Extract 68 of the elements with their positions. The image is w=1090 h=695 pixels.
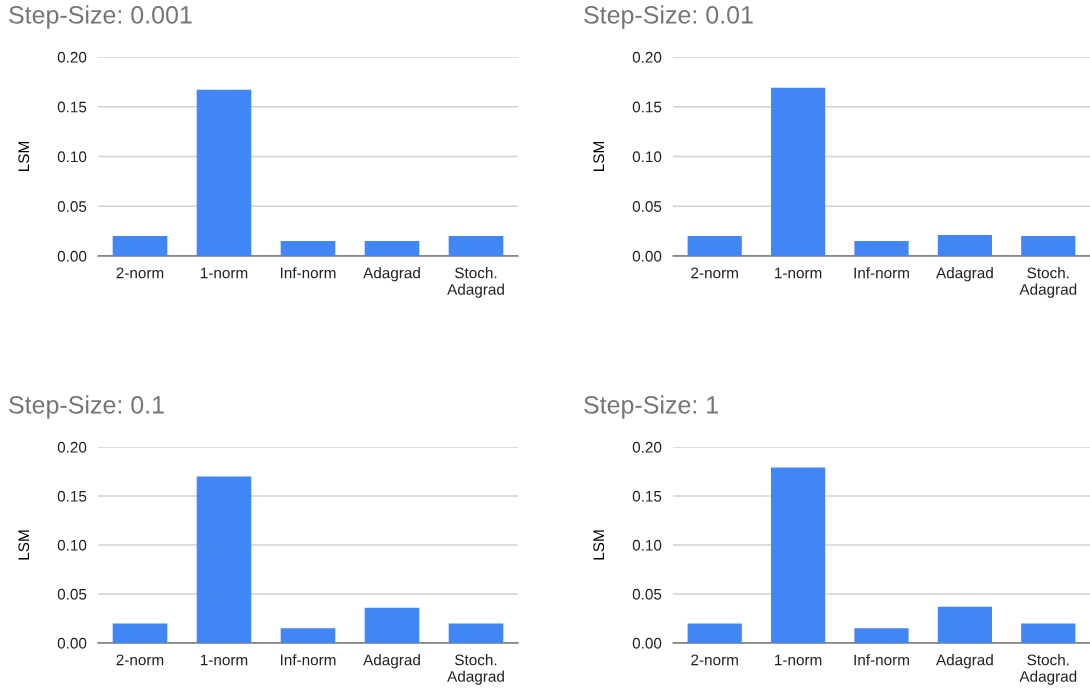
- y-axis-title: LSM: [18, 530, 30, 560]
- bar: [771, 87, 826, 256]
- y-tick-label: 0.00: [57, 250, 87, 262]
- chart-title: Step-Size: 0.1: [9, 395, 164, 419]
- x-tick-label: Stoch. Adagrad: [1019, 654, 1077, 685]
- bar: [687, 623, 742, 643]
- x-tick-label: Inf-norm: [854, 654, 909, 666]
- y-axis-title: LSM: [18, 142, 30, 171]
- chart-title: Step-Size: 0.001: [9, 5, 192, 29]
- y-tick-label: 0.20: [632, 441, 662, 453]
- bar: [448, 236, 504, 256]
- y-tick-label: 0.05: [57, 201, 87, 212]
- x-tick-label: 2-norm: [116, 654, 164, 666]
- x-tick-label: Stoch. Adagrad: [1019, 267, 1077, 298]
- y-tick-label: 0.15: [57, 101, 87, 113]
- y-tick-label: 0.10: [57, 539, 87, 551]
- bar: [854, 241, 909, 256]
- bar: [448, 623, 504, 643]
- x-tick-label: Adagrad: [936, 654, 993, 669]
- x-tick-label: 1-norm: [200, 267, 248, 279]
- y-tick-label: 0.15: [632, 101, 662, 113]
- bar: [937, 606, 993, 643]
- x-tick-label: Stoch. Adagrad: [447, 267, 504, 298]
- bar: [280, 241, 336, 256]
- bar: [112, 236, 168, 256]
- y-tick-label: 0.10: [632, 539, 662, 551]
- y-tick-label: 0.10: [632, 151, 662, 163]
- y-tick-label: 0.20: [57, 441, 87, 453]
- y-tick-label: 0.10: [57, 151, 87, 163]
- bar: [937, 235, 993, 256]
- x-tick-label: 2-norm: [691, 654, 738, 666]
- x-tick-label: Adagrad: [363, 267, 420, 282]
- bar: [854, 628, 909, 643]
- y-tick-label: 0.15: [57, 490, 87, 502]
- y-tick-label: 0.05: [632, 588, 662, 600]
- x-tick-label: 2-norm: [691, 267, 738, 279]
- y-tick-label: 0.00: [632, 637, 662, 649]
- bar: [1021, 623, 1076, 643]
- bar: [687, 236, 742, 256]
- bar: [196, 89, 252, 256]
- bar: [364, 607, 420, 643]
- x-tick-label: 1-norm: [775, 267, 822, 279]
- x-tick-label: 2-norm: [116, 267, 164, 279]
- x-tick-label: Adagrad: [936, 267, 993, 282]
- chart-title: Step-Size: 0.01: [584, 5, 753, 29]
- y-tick-label: 0.05: [632, 201, 662, 212]
- bar: [196, 476, 252, 643]
- x-tick-label: 1-norm: [200, 654, 248, 666]
- bar: [364, 241, 420, 256]
- x-tick-label: Adagrad: [363, 654, 420, 669]
- y-tick-label: 0.15: [632, 490, 662, 502]
- y-tick-label: 0.20: [57, 51, 87, 63]
- y-tick-label: 0.00: [632, 250, 662, 262]
- y-tick-label: 0.05: [57, 588, 87, 600]
- x-tick-label: Inf-norm: [854, 267, 909, 279]
- x-tick-label: Inf-norm: [280, 267, 336, 279]
- x-tick-label: Inf-norm: [280, 654, 336, 666]
- chart-title: Step-Size: 1: [584, 395, 718, 419]
- y-tick-label: 0.00: [57, 637, 87, 649]
- bar: [1021, 236, 1076, 256]
- bar: [280, 628, 336, 643]
- y-axis-title: LSM: [593, 530, 605, 560]
- x-tick-label: 1-norm: [775, 654, 822, 666]
- y-tick-label: 0.20: [632, 51, 662, 63]
- y-axis-title: LSM: [593, 142, 605, 171]
- bar: [112, 623, 168, 643]
- bar: [771, 467, 826, 643]
- x-tick-label: Stoch. Adagrad: [447, 654, 504, 685]
